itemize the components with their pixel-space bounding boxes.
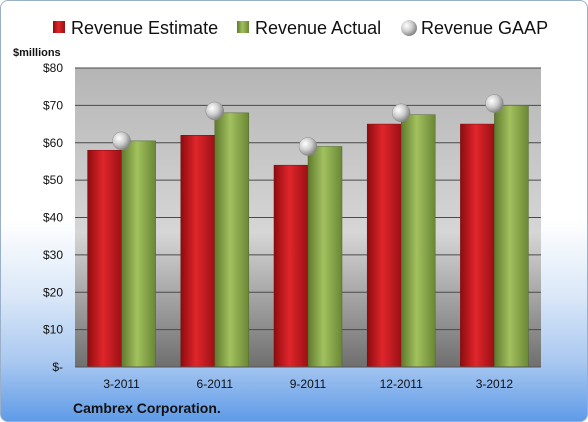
y-tick-label: $10 bbox=[43, 323, 63, 337]
legend-swatch-actual bbox=[237, 21, 249, 33]
marker-gaap bbox=[485, 94, 504, 113]
bar-estimate bbox=[273, 164, 309, 368]
x-tick-label: 3-2011 bbox=[103, 377, 140, 391]
x-tick-label: 9-2011 bbox=[290, 377, 327, 391]
marker-gaap bbox=[205, 101, 225, 121]
legend-item-estimate: Revenue Estimate bbox=[53, 18, 218, 38]
legend-item-gaap: Revenue GAAP bbox=[401, 18, 548, 38]
legend-label-gaap: Revenue GAAP bbox=[421, 18, 548, 38]
y-tick-label: $40 bbox=[43, 211, 63, 225]
y-tick-label: $80 bbox=[43, 61, 63, 75]
y-tick-label: $20 bbox=[43, 285, 63, 299]
x-tick-label: 3-2012 bbox=[476, 377, 514, 391]
bar-actual bbox=[307, 146, 343, 368]
y-axis-tick-labels: $- $10 $20 $30 $40 $50 $60 $70 $80 bbox=[43, 61, 63, 374]
gaap-markers bbox=[112, 94, 504, 156]
bar-estimate bbox=[87, 149, 122, 368]
bar-actual bbox=[121, 140, 156, 368]
marker-gaap bbox=[112, 131, 131, 151]
legend-swatch-estimate bbox=[53, 21, 65, 33]
legend-item-actual: Revenue Actual bbox=[237, 18, 381, 38]
x-axis-tick-labels: 3-2011 6-2011 9-2011 12-2011 3-2012 bbox=[103, 377, 513, 391]
legend-label-estimate: Revenue Estimate bbox=[71, 18, 218, 38]
legend-label-actual: Revenue Actual bbox=[255, 18, 381, 38]
y-tick-label: $60 bbox=[43, 136, 63, 150]
y-tick-label: $50 bbox=[43, 173, 63, 187]
marker-gaap bbox=[298, 137, 318, 156]
legend-marker-gaap bbox=[401, 20, 417, 36]
x-tick-label: 12-2011 bbox=[380, 377, 423, 391]
legend: Revenue Estimate Revenue Actual Revenue … bbox=[53, 18, 548, 38]
bar-estimate bbox=[180, 135, 216, 368]
bar-actual bbox=[400, 114, 436, 368]
y-tick-label: $70 bbox=[43, 98, 63, 112]
y-unit-label: $millions bbox=[13, 47, 61, 59]
bar-estimate bbox=[460, 123, 495, 368]
x-tick-label: 6-2011 bbox=[197, 377, 234, 391]
bar-actual bbox=[494, 105, 529, 368]
company-name: Cambrex Corporation. bbox=[73, 400, 221, 416]
bars bbox=[87, 105, 529, 368]
marker-gaap bbox=[391, 103, 411, 123]
bar-estimate bbox=[366, 123, 402, 368]
y-tick-label: $30 bbox=[43, 248, 63, 262]
bar-actual bbox=[214, 112, 250, 368]
y-tick-label: $- bbox=[52, 360, 63, 374]
